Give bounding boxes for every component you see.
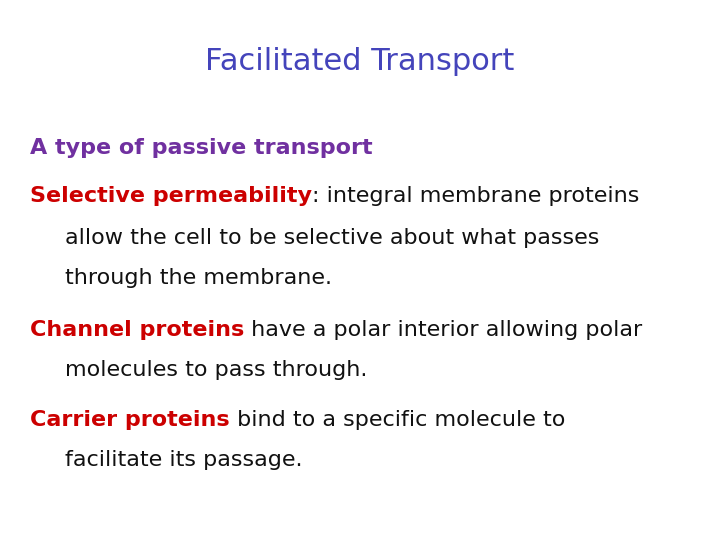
Text: have a polar interior allowing polar: have a polar interior allowing polar [244,320,642,340]
Text: Channel proteins: Channel proteins [30,320,244,340]
Text: Selective permeability: Selective permeability [30,186,312,206]
Text: allow the cell to be selective about what passes: allow the cell to be selective about wha… [65,228,599,248]
Text: bind to a specific molecule to: bind to a specific molecule to [230,410,565,430]
Text: facilitate its passage.: facilitate its passage. [65,450,302,470]
Text: : integral membrane proteins: : integral membrane proteins [312,186,639,206]
Text: Carrier proteins: Carrier proteins [30,410,230,430]
Text: A type of passive transport: A type of passive transport [30,138,373,158]
Text: molecules to pass through.: molecules to pass through. [65,360,367,380]
Text: through the membrane.: through the membrane. [65,268,332,288]
Text: Facilitated Transport: Facilitated Transport [205,48,515,77]
